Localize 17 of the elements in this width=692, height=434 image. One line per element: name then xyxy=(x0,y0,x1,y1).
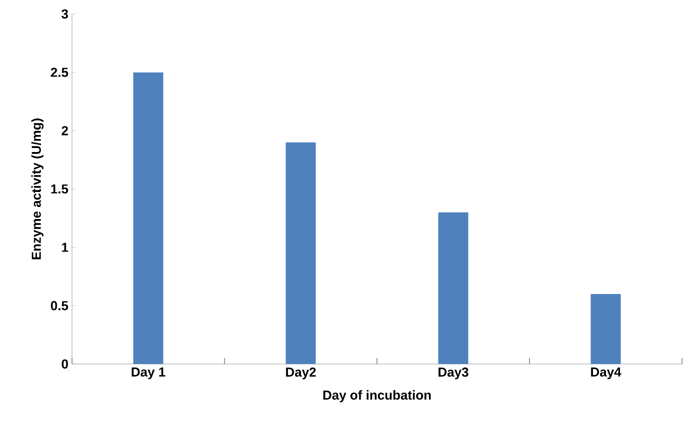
bar xyxy=(286,142,316,364)
y-tick-label: 2.5 xyxy=(50,68,68,77)
x-tick-label: Day2 xyxy=(286,368,316,380)
y-tick-label: 1 xyxy=(62,242,68,252)
y-tick-label: 0.5 xyxy=(50,301,68,310)
x-tick-label: Day4 xyxy=(591,368,622,380)
bar xyxy=(133,72,164,364)
bar xyxy=(438,212,468,364)
y-tick-label: 2 xyxy=(62,126,68,136)
y-axis-title: Enzyme activity (U/mg) xyxy=(31,118,44,260)
bar xyxy=(590,294,621,364)
y-tick-label: 0 xyxy=(62,359,68,369)
x-axis-title: Day of incubation xyxy=(323,390,431,402)
x-tick-label: Day3 xyxy=(438,368,468,380)
y-tick-label: 3 xyxy=(62,9,68,19)
x-tick-label: Day 1 xyxy=(132,368,166,380)
y-tick-label: 1.5 xyxy=(51,184,68,194)
